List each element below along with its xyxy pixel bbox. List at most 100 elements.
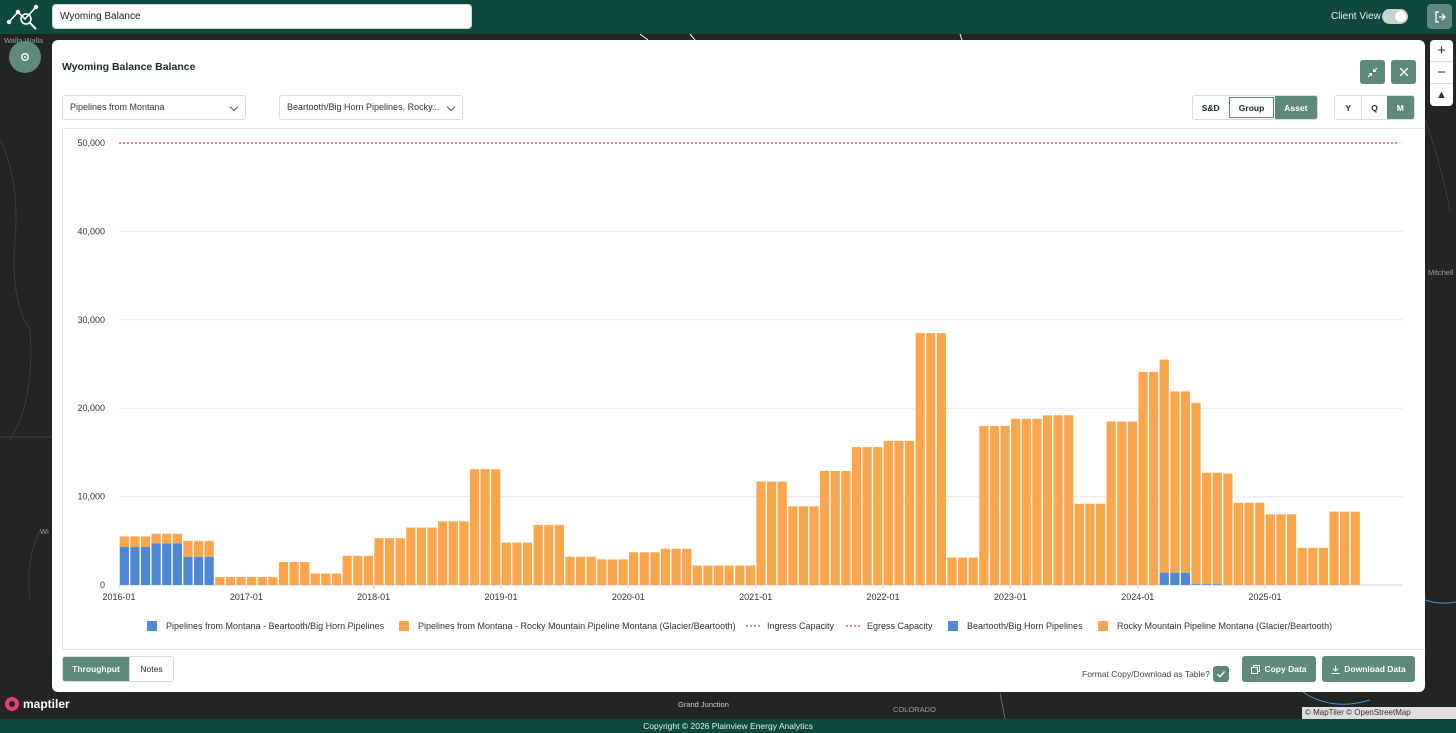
bar-segment (119, 536, 129, 547)
bar-segment (660, 548, 671, 585)
bar-segment (1350, 511, 1360, 585)
client-view-toggle[interactable] (1382, 9, 1408, 24)
bar-segment (1000, 425, 1010, 585)
bar-segment (1340, 511, 1350, 585)
map-label: Walla Walla (4, 36, 44, 45)
view-group-button[interactable]: Group (1228, 96, 1275, 119)
legend-label: Pipelines from Montana - Beartooth/Big H… (166, 621, 385, 631)
bar-segment (289, 562, 299, 585)
bar-segment (682, 548, 692, 585)
legend-swatch (1098, 621, 1108, 631)
asset-select-value: Beartooth/Big Horn Pipelines, Rocky... (287, 102, 440, 112)
map-label: COLORADO (893, 705, 936, 714)
bar-segment (767, 481, 777, 585)
search-input[interactable]: Wyoming Balance (52, 4, 472, 29)
zoom-out-icon[interactable]: − (1430, 62, 1453, 84)
maptiler-logo[interactable]: maptiler (4, 696, 70, 712)
freq-q-button[interactable]: Q (1361, 96, 1387, 119)
bar-segment (671, 548, 681, 585)
bar-segment (183, 540, 193, 557)
bar-segment (1202, 472, 1212, 585)
download-data-button[interactable]: Download Data (1322, 656, 1415, 682)
bar-segment (904, 440, 915, 585)
bar-segment (353, 555, 363, 585)
region-select[interactable]: Pipelines from Montana (62, 95, 246, 120)
bar-segment (406, 527, 416, 585)
tab-notes[interactable]: Notes (129, 657, 173, 681)
bar-segment (1042, 415, 1053, 585)
bar-segment (607, 559, 618, 585)
bar-segment (193, 556, 204, 585)
legend-swatch (147, 621, 157, 631)
map-attribution[interactable]: © MapTiler © OpenStreetMap contributors (1302, 707, 1456, 729)
bar-segment (597, 559, 607, 585)
footer: Copyright © 2026 Plainview Energy Analyt… (0, 719, 1456, 733)
bar-segment (565, 556, 575, 585)
maptiler-logo-text: maptiler (23, 697, 70, 711)
bar-segment (1053, 415, 1063, 585)
tab-throughput[interactable]: Throughput (63, 657, 129, 681)
copy-data-label: Copy Data (1264, 664, 1307, 674)
map-settings-button[interactable] (9, 41, 41, 73)
bar-segment (1233, 502, 1244, 585)
minimize-button[interactable] (1360, 60, 1385, 84)
bar-segment (172, 533, 182, 544)
format-table-label: Format Copy/Download as Table? (1082, 669, 1210, 679)
bar-segment (586, 556, 596, 585)
x-tick-label: 2018-01 (357, 592, 390, 602)
bar-segment (491, 469, 501, 585)
bar-segment (873, 447, 883, 585)
format-table-checkbox[interactable] (1213, 666, 1229, 682)
close-button[interactable] (1391, 60, 1416, 84)
bottom-tabs: Throughput Notes (62, 656, 174, 682)
freq-m-button[interactable]: M (1386, 96, 1414, 119)
maptiler-logo-icon (5, 697, 19, 711)
logo-icon[interactable] (6, 2, 44, 32)
toggle-knob (1395, 11, 1406, 22)
bar-segment (1202, 584, 1212, 585)
bar-segment (703, 565, 713, 585)
y-tick-label: 40,000 (77, 226, 105, 236)
view-asset-button[interactable]: Asset (1274, 96, 1317, 119)
bar-segment (427, 527, 437, 585)
legend-label: Beartooth/Big Horn Pipelines (967, 621, 1083, 631)
freq-y-button[interactable]: Y (1335, 96, 1362, 119)
bar-segment (225, 577, 236, 585)
view-sd-button[interactable]: S&D (1193, 96, 1229, 119)
bar-segment (151, 533, 161, 544)
bar-segment (321, 573, 331, 585)
bar-segment (862, 447, 872, 585)
asset-select[interactable]: Beartooth/Big Horn Pipelines, Rocky... (279, 95, 463, 120)
exit-button[interactable] (1427, 4, 1452, 29)
bar-segment (183, 556, 193, 585)
copy-data-button[interactable]: Copy Data (1242, 656, 1316, 682)
zoom-in-icon[interactable]: + (1430, 40, 1453, 62)
bar-segment (363, 555, 373, 585)
bar-segment (544, 524, 554, 585)
bar-segment (1255, 502, 1265, 585)
bar-segment (310, 573, 320, 585)
bar-segment (979, 425, 989, 585)
region-select-value: Pipelines from Montana (70, 102, 165, 112)
bar-segment (438, 521, 448, 585)
bar-segment (416, 527, 427, 585)
bar-segment (151, 543, 161, 585)
legend-swatch (948, 621, 958, 631)
bar-segment (533, 524, 543, 585)
bar-segment (798, 506, 809, 585)
balance-chart: 0 10,000 20,000 30,000 40,000 50,000 2016-01 20… (77, 138, 1403, 631)
balance-modal: Wyoming Balance Balance Pipelines from M… (52, 40, 1425, 692)
bar-segment (724, 565, 734, 585)
bar-segment (1138, 371, 1148, 585)
bar-segment (501, 542, 511, 585)
bar-segment (162, 543, 172, 585)
bar-segment (650, 552, 660, 585)
frequency-toggle: Y Q M (1334, 95, 1415, 120)
bar-segment (448, 521, 458, 585)
bar-segment (215, 577, 225, 585)
legend-swatch (399, 621, 409, 631)
compass-icon[interactable]: ▲ (1436, 89, 1447, 101)
y-tick-label: 10,000 (77, 492, 105, 502)
bar-segment (1074, 503, 1084, 585)
bar-segment (172, 543, 182, 585)
